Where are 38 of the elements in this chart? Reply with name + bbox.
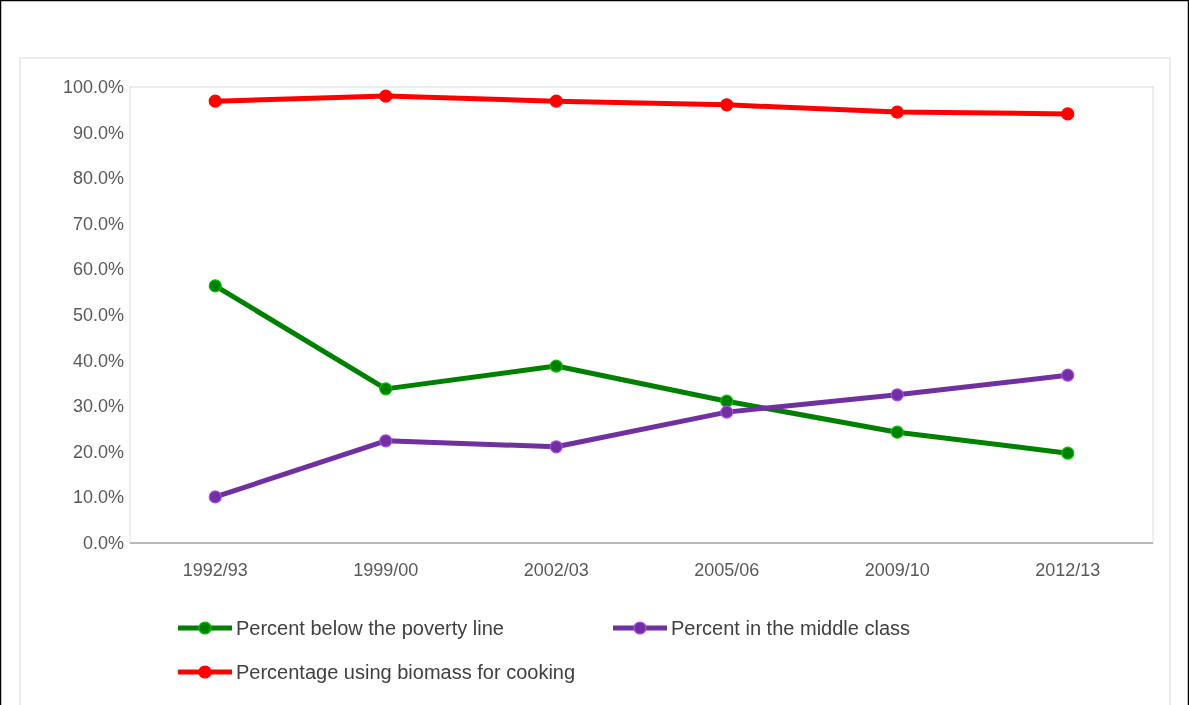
x-tick-label: 2009/10 <box>864 560 930 580</box>
point <box>1061 368 1075 382</box>
point <box>720 98 734 112</box>
x-tick-label: 2002/03 <box>523 560 589 580</box>
point <box>720 405 734 419</box>
y-tick-label: 70.0% <box>72 213 124 234</box>
y-tick-label: 40.0% <box>72 350 124 371</box>
y-tick-label: 80.0% <box>72 168 124 189</box>
point <box>549 440 563 454</box>
y-tick-label: 0.0% <box>82 533 124 553</box>
point <box>208 279 222 293</box>
point <box>549 94 563 108</box>
point <box>379 382 393 396</box>
point <box>890 105 904 119</box>
legend-label: Percentage using biomass for cooking <box>236 661 576 683</box>
y-tick-label: 30.0% <box>72 396 124 417</box>
point <box>208 94 222 108</box>
y-tick-label: 20.0% <box>72 441 124 462</box>
x-tick-label: 2012/13 <box>1035 560 1101 580</box>
y-tick-label: 90.0% <box>72 122 124 143</box>
x-tick-label: 1992/93 <box>182 560 248 580</box>
point <box>720 394 734 408</box>
y-tick-label: 50.0% <box>72 305 124 325</box>
point <box>890 388 904 402</box>
legend-label: Percent below the poverty line <box>236 617 504 639</box>
legend-label: Percent in the middle class <box>671 617 911 639</box>
point <box>379 89 393 103</box>
point <box>890 425 904 439</box>
x-tick-label: 1999/00 <box>353 560 419 580</box>
y-tick-label: 100.0% <box>62 77 124 97</box>
point <box>208 490 222 504</box>
point <box>1061 107 1075 121</box>
y-tick-label: 10.0% <box>72 487 124 508</box>
point <box>1061 446 1075 460</box>
point <box>379 434 393 448</box>
point <box>549 359 563 373</box>
y-tick-label: 60.0% <box>72 259 124 280</box>
x-tick-label: 2005/06 <box>694 560 760 580</box>
